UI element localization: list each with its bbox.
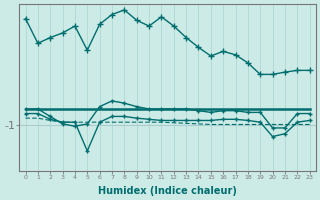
X-axis label: Humidex (Indice chaleur): Humidex (Indice chaleur) <box>98 186 237 196</box>
